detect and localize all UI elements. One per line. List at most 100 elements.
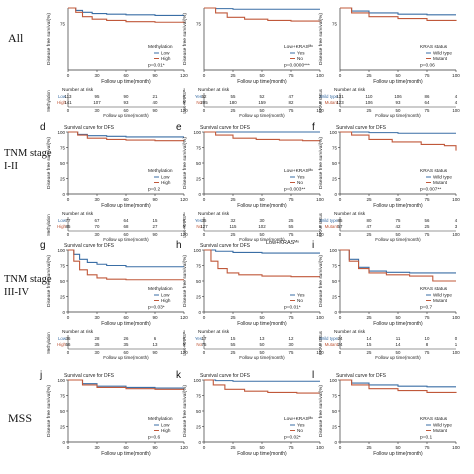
x-tick-label: 90 <box>152 315 158 320</box>
km-curve-no <box>204 131 320 142</box>
risk-axis-label: KRAS status <box>318 331 323 355</box>
risk-x-tick-label: 0 <box>339 350 342 355</box>
y-tick-label: 75 <box>196 263 202 268</box>
risk-count: 75 <box>396 218 401 223</box>
risk-x-tick-label: 25 <box>231 232 236 237</box>
panel-letter: k <box>176 370 182 381</box>
risk-x-tick-label: 50 <box>260 232 265 237</box>
risk-count: 55 <box>231 342 236 347</box>
risk-x-tick-label: 120 <box>180 108 188 113</box>
risk-count: 11 <box>396 336 401 341</box>
y-axis-label: Disease free survival(%) <box>318 255 324 307</box>
x-tick-label: 75 <box>288 197 294 202</box>
y-tick-label: 75 <box>60 263 66 268</box>
legend-label: No <box>297 56 303 61</box>
y-tick-label: 0 <box>62 192 65 197</box>
risk-count: 68 <box>124 224 129 229</box>
risk-x-tick-label: 0 <box>339 108 342 113</box>
risk-count: 17 <box>202 336 207 341</box>
risk-x-tick-label: 100 <box>452 108 460 113</box>
risk-count: 4 <box>455 94 458 99</box>
y-tick-label: 0 <box>334 440 337 445</box>
km-curve-high <box>68 249 184 281</box>
x-tick-label: 75 <box>424 197 430 202</box>
km-curve-high <box>68 379 184 390</box>
risk-count: 75 <box>202 342 207 347</box>
risk-count: 0 <box>319 342 322 347</box>
x-tick-label: 100 <box>452 445 460 450</box>
risk-count: 205 <box>200 100 208 105</box>
risk-x-tick-label: 30 <box>95 232 100 237</box>
p-value: p=0.1 <box>420 435 432 441</box>
legend-label: Low <box>161 293 170 298</box>
risk-x-tick-label: 90 <box>153 350 158 355</box>
risk-axis-label: KRAS status <box>318 89 323 113</box>
x-tick-label: 0 <box>67 73 70 78</box>
km-curve-no <box>204 249 320 278</box>
y-axis-label: Disease free survival(%) <box>182 137 188 189</box>
risk-count: 52 <box>260 94 265 99</box>
risk-count: 36 <box>66 336 71 341</box>
risk-x-tick-label: 0 <box>67 232 70 237</box>
x-tick-label: 100 <box>316 197 324 202</box>
legend-title: Low+KRASᴹᵘ <box>284 44 313 50</box>
panel-letter: j <box>39 370 42 381</box>
x-tick-label: 120 <box>180 315 188 320</box>
risk-count: 57 <box>338 224 343 229</box>
risk-x-axis-label: Follow up time(month) <box>375 355 421 360</box>
risk-count: 0 <box>183 218 186 223</box>
risk-x-tick-label: 0 <box>339 232 342 237</box>
x-tick-label: 50 <box>259 445 265 450</box>
x-tick-label: 0 <box>339 445 342 450</box>
km-curve-high <box>68 7 185 23</box>
risk-row-label: Mutant <box>325 100 339 105</box>
p-value: p=0.01* <box>148 63 165 69</box>
legend-title: KRAS status <box>420 416 448 422</box>
legend-label: No <box>297 180 303 185</box>
risk-count: 35 <box>95 342 100 347</box>
x-tick-label: 0 <box>67 445 70 450</box>
risk-count: 127 <box>200 224 208 229</box>
p-value: p=0.06 <box>420 63 435 69</box>
risk-x-tick-label: 0 <box>203 108 206 113</box>
panel-title: Survival curve for DFS <box>200 373 251 379</box>
legend-label: Mutant <box>433 298 448 303</box>
risk-count: 93 <box>124 100 129 105</box>
risk-title: Number at risk <box>62 211 94 217</box>
x-tick-label: 50 <box>395 73 401 78</box>
risk-count: 64 <box>124 218 129 223</box>
y-tick-label: 75 <box>332 263 338 268</box>
y-tick-label: 0 <box>198 192 201 197</box>
risk-axis-label: Methylation <box>46 214 51 236</box>
risk-count: 28 <box>95 336 100 341</box>
risk-count: 24 <box>338 336 343 341</box>
risk-count: 0 <box>183 342 186 347</box>
legend-label: Wild type <box>433 423 452 428</box>
risk-x-axis-label: Follow up time(month) <box>103 113 149 118</box>
y-axis-label: Disease free survival(%) <box>46 137 52 189</box>
p-value: p=0.03* <box>148 305 165 311</box>
risk-count: 102 <box>258 224 266 229</box>
row-label: III-IV <box>4 287 29 298</box>
panel-letter: g <box>40 240 46 251</box>
y-tick-label: 25 <box>196 294 202 299</box>
legend-title: Low+KRASᴹᵘ <box>284 416 313 422</box>
y-tick-label: 50 <box>196 409 202 414</box>
y-tick-label: 0 <box>198 440 201 445</box>
risk-row-label: Yes <box>195 218 203 223</box>
y-tick-label: 100 <box>329 248 337 253</box>
legend-title: KRAS status <box>420 44 448 50</box>
km-curve-low <box>68 249 184 268</box>
legend-title: Methylation <box>148 168 173 174</box>
risk-count: 80 <box>367 218 372 223</box>
risk-title: Number at risk <box>334 329 366 335</box>
x-tick-label: 60 <box>123 445 129 450</box>
risk-x-tick-label: 30 <box>95 108 100 113</box>
risk-row-label: Low <box>58 94 67 99</box>
x-tick-label: 120 <box>180 197 188 202</box>
km-curve-low <box>68 131 184 138</box>
risk-count: 3 <box>455 224 458 229</box>
risk-x-tick-label: 60 <box>124 232 129 237</box>
risk-count: 56 <box>66 342 71 347</box>
